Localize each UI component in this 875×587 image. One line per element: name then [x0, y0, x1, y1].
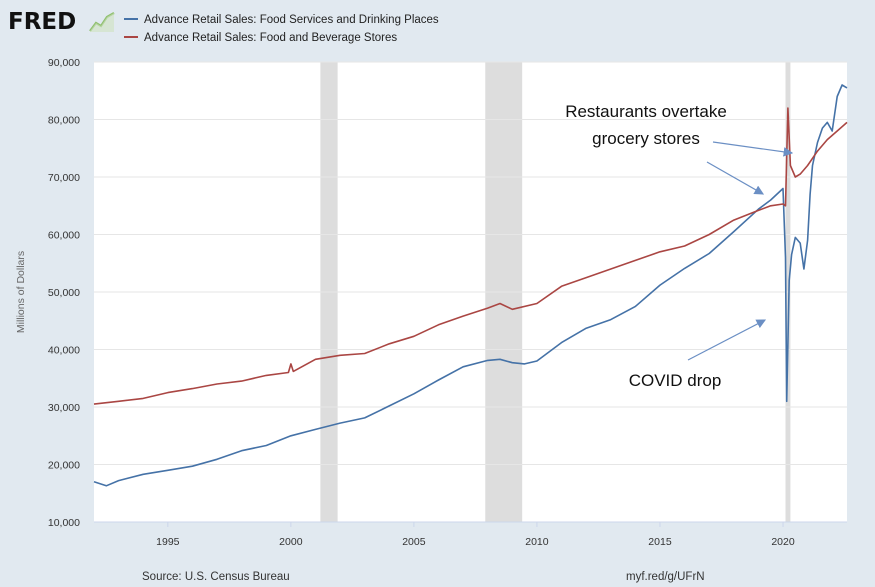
- footer-link[interactable]: myf.red/g/UFrN: [626, 571, 705, 583]
- legend-swatch-blue: [124, 17, 138, 20]
- annotation-arrow-overtake-1: [706, 161, 765, 195]
- fred-logo: FRED: [8, 9, 77, 35]
- y-tick-label: 80,000: [48, 115, 80, 127]
- x-tick-label: 1995: [156, 536, 180, 548]
- legend-label: Advance Retail Sales: Food Services and …: [144, 14, 439, 26]
- annotation-arrow-covid: [687, 319, 767, 361]
- x-tick-label: 2020: [771, 536, 795, 548]
- series-line-1: [93, 107, 848, 405]
- y-tick-label: 70,000: [48, 172, 80, 184]
- annotation-restaurants-overtake: Restaurants overtake: [565, 102, 727, 121]
- y-tick-label: 50,000: [48, 287, 80, 299]
- legend-item-food-beverage-stores[interactable]: Advance Retail Sales: Food and Beverage …: [124, 31, 397, 45]
- annotation-covid-drop: COVID drop: [629, 371, 722, 390]
- y-tick-label: 90,000: [48, 57, 80, 69]
- footer-source: Source: U.S. Census Bureau: [142, 571, 290, 583]
- x-tick-label: 2005: [402, 536, 426, 548]
- y-tick-label: 40,000: [48, 345, 80, 357]
- x-tick-label: 2010: [525, 536, 549, 548]
- legend-label: Advance Retail Sales: Food and Beverage …: [144, 32, 398, 44]
- y-tick-label: 60,000: [48, 230, 80, 242]
- y-tick-label: 30,000: [48, 402, 80, 414]
- annotation-arrow-overtake-2: [712, 141, 794, 157]
- y-tick-label: 20,000: [48, 460, 80, 472]
- x-tick-label: 2015: [648, 536, 672, 548]
- annotation-grocery-stores: grocery stores: [592, 129, 700, 148]
- y-tick-label: 10,000: [48, 517, 80, 529]
- legend-item-food-services[interactable]: Advance Retail Sales: Food Services and …: [124, 13, 439, 27]
- x-tick-label: 2000: [279, 536, 303, 548]
- legend-swatch-red: [124, 35, 138, 38]
- y-axis-label: Millions of Dollars: [15, 251, 27, 333]
- series-line-0: [93, 84, 848, 487]
- fred-chart-mark-icon: [89, 11, 115, 33]
